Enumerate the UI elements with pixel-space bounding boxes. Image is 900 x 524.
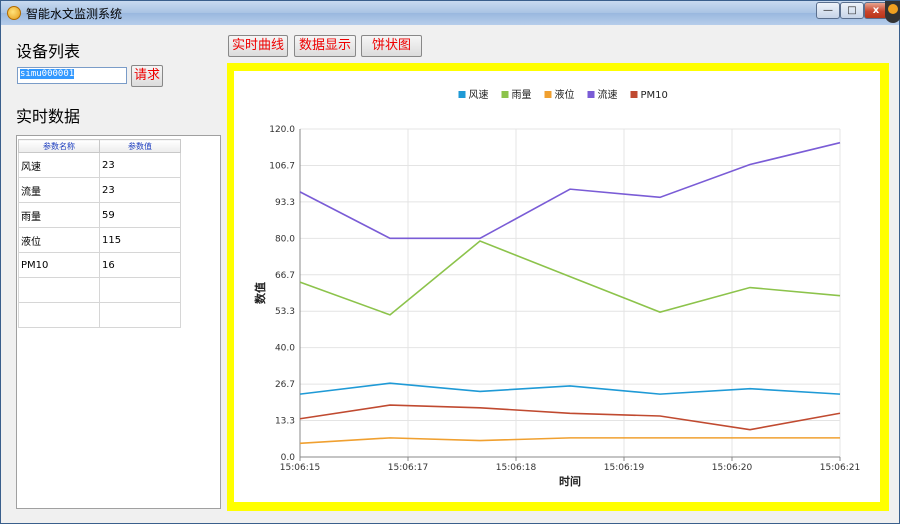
table-row[interactable]: 流量 23 — [18, 177, 181, 203]
data-display-button[interactable]: 数据显示 — [294, 35, 356, 57]
minimize-button[interactable]: — — [816, 2, 840, 19]
legend-swatch-液位 — [544, 91, 552, 98]
device-id-value: simu000001 — [20, 69, 75, 79]
param-name-cell: 流量 — [18, 177, 100, 203]
param-name-cell — [18, 302, 100, 328]
series-line-风速 — [299, 382, 841, 395]
param-value-cell: 23 — [99, 177, 181, 203]
y-tick-label: 66.7 — [275, 271, 295, 281]
param-name-cell: PM10 — [18, 252, 100, 278]
realtime-curve-button[interactable]: 实时曲线 — [228, 35, 288, 57]
chart-panel: 0.0 13.3 26.7 40.0 53.3 66.7 80.0 93.3 106.7 120.… — [234, 71, 880, 502]
notification-tab-icon[interactable] — [885, 1, 900, 23]
pie-chart-button[interactable]: 饼状图 — [361, 35, 422, 57]
y-tick-label: 26.7 — [275, 380, 295, 390]
legend-entry-PM10: PM10 — [641, 90, 668, 101]
series-line-流速 — [299, 141, 841, 240]
realtime-data-grid[interactable]: 参数名称 参数值 风速 23 流量 23 雨量 59 液位 115 PM10 16 — [16, 135, 221, 509]
x-tick-label: 15:06:19 — [604, 463, 645, 473]
param-name-cell: 液位 — [18, 227, 100, 253]
y-axis-label: 数值 — [253, 282, 267, 304]
maximize-button[interactable]: □ — [840, 2, 864, 19]
param-value-cell: 115 — [99, 227, 181, 253]
device-list-title: 设备列表 — [16, 42, 81, 61]
y-tick-label: 0.0 — [281, 453, 296, 463]
param-value-cell: 59 — [99, 202, 181, 228]
table-header-row: 参数名称 参数值 — [18, 139, 181, 153]
legend-swatch-雨量 — [501, 91, 509, 98]
data-table: 参数名称 参数值 风速 23 流量 23 雨量 59 液位 115 PM10 16 — [18, 139, 181, 328]
param-value-cell: 16 — [99, 252, 181, 278]
y-tick-label: 40.0 — [275, 344, 295, 354]
table-row[interactable] — [18, 302, 181, 328]
param-name-cell: 风速 — [18, 152, 100, 178]
param-value-cell: 23 — [99, 152, 181, 178]
y-tick-label: 13.3 — [275, 417, 295, 427]
table-row[interactable]: 雨量 59 — [18, 202, 181, 228]
param-value-cell — [99, 302, 181, 328]
table-row[interactable] — [18, 277, 181, 303]
param-value-cell — [99, 277, 181, 303]
table-row[interactable]: 液位 115 — [18, 227, 181, 253]
legend-entry-风速: 风速 — [469, 89, 489, 101]
y-tick-label: 106.7 — [269, 161, 295, 171]
column-header-param-name[interactable]: 参数名称 — [18, 139, 100, 153]
client-area: 设备列表 simu000001 请求 实时数据 参数名称 参数值 风速 23 流量… — [6, 29, 894, 519]
series-line-液位 — [299, 437, 840, 445]
window-title: 智能水文监测系统 — [26, 7, 123, 21]
x-tick-label: 15:06:17 — [388, 463, 428, 473]
x-tick-label: 15:06:15 — [280, 463, 320, 473]
request-button[interactable]: 请求 — [131, 65, 163, 87]
series-line-PM10 — [299, 404, 841, 431]
line-chart[interactable]: 0.0 13.3 26.7 40.0 53.3 66.7 80.0 93.3 106.7 120.… — [234, 71, 880, 502]
legend-entry-液位: 液位 — [555, 88, 575, 101]
chart-frame: 0.0 13.3 26.7 40.0 53.3 66.7 80.0 93.3 106.7 120.… — [227, 63, 889, 511]
app-icon — [7, 6, 21, 20]
y-tick-label: 53.3 — [275, 307, 295, 317]
title-bar[interactable]: 智能水文监测系统 — □ x — [1, 1, 900, 25]
legend-swatch-流速 — [587, 91, 595, 98]
table-row[interactable]: PM10 16 — [18, 252, 181, 278]
device-id-input[interactable]: simu000001 — [17, 67, 127, 84]
y-tick-label: 120.0 — [269, 125, 295, 135]
legend-entry-雨量: 雨量 — [512, 89, 532, 101]
notification-dot-icon — [888, 4, 898, 14]
legend-swatch-PM10 — [630, 91, 638, 98]
x-tick-label: 15:06:21 — [820, 463, 860, 473]
y-tick-label: 80.0 — [275, 234, 295, 244]
y-tick-label: 93.3 — [275, 198, 295, 208]
column-header-param-value[interactable]: 参数值 — [99, 139, 181, 153]
realtime-data-title: 实时数据 — [16, 107, 81, 126]
table-row[interactable]: 风速 23 — [18, 152, 181, 178]
legend-entry-流速: 流速 — [598, 88, 618, 101]
x-tick-label: 15:06:18 — [496, 463, 537, 473]
x-tick-label: 15:06:20 — [712, 463, 753, 473]
series-line-雨量 — [299, 240, 841, 316]
param-name-cell — [18, 277, 100, 303]
param-name-cell: 雨量 — [18, 202, 100, 228]
legend-swatch-风速 — [458, 91, 466, 98]
x-axis-label: 时间 — [559, 474, 581, 488]
